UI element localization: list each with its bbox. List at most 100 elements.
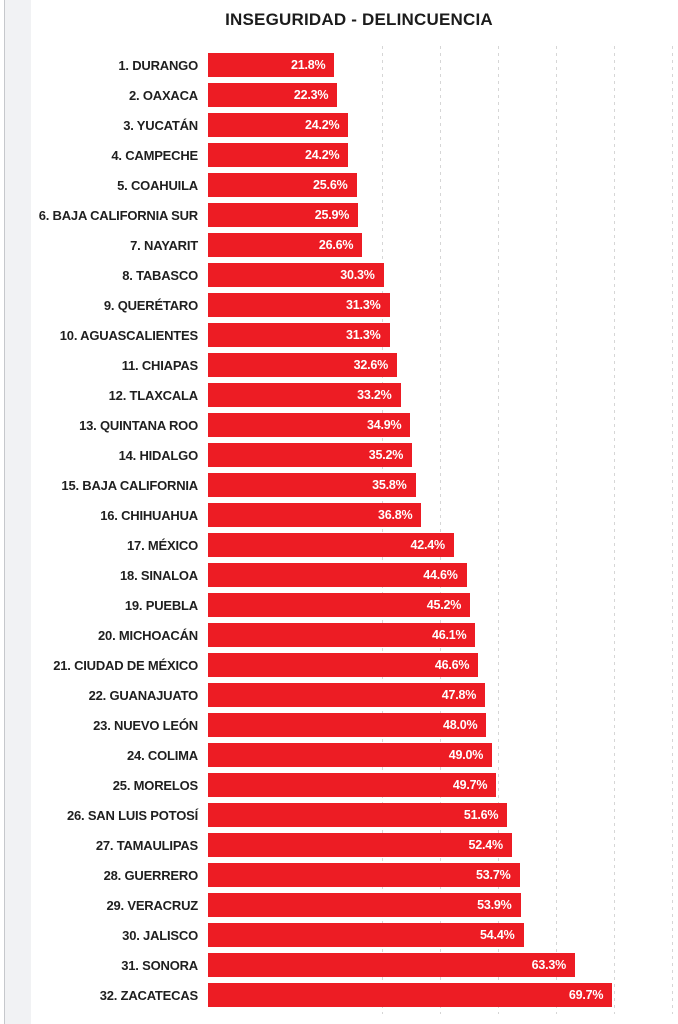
bar-area: 69.7% <box>208 980 678 1010</box>
state-label: 5. COAHUILA <box>117 177 198 193</box>
bar-row: 6. BAJA CALIFORNIA SUR 25.9% <box>30 200 678 230</box>
value-label: 46.1% <box>431 628 467 642</box>
bar-area: 46.6% <box>208 650 678 680</box>
bar: 22.3% <box>208 83 338 107</box>
bar-row: 7. NAYARIT 26.6% <box>30 230 678 260</box>
state-label: 22. GUANAJUATO <box>88 687 199 703</box>
bar-row: 31. SONORA 63.3% <box>30 950 678 980</box>
bar-row: 24. COLIMA 49.0% <box>30 740 678 770</box>
bar: 35.2% <box>208 443 413 467</box>
bar-area: 51.6% <box>208 800 678 830</box>
gridline <box>556 46 557 1014</box>
state-label: 12. TLAXCALA <box>108 387 199 403</box>
value-label: 25.6% <box>313 178 348 192</box>
state-label: 7. NAYARIT <box>130 237 198 253</box>
value-label: 34.9% <box>366 418 402 432</box>
bar-row: 23. NUEVO LEÓN 48.0% <box>30 710 678 740</box>
bar: 53.9% <box>208 893 521 917</box>
bar-row: 25. MORELOS 49.7% <box>30 770 678 800</box>
bar-area: 49.7% <box>208 770 678 800</box>
state-label: 9. QUERÉTARO <box>103 297 198 313</box>
value-label: 35.2% <box>368 448 404 462</box>
bar: 44.6% <box>208 563 467 587</box>
value-label: 22.3% <box>293 88 329 102</box>
bar-area: 63.3% <box>208 950 678 980</box>
value-label: 21.8% <box>290 58 326 72</box>
bar: 26.6% <box>208 233 363 257</box>
state-label: 3. YUCATÁN <box>123 117 198 133</box>
bar: 24.2% <box>208 113 349 137</box>
state-label: 20. MICHOACÁN <box>98 627 198 643</box>
bar-area: 52.4% <box>208 830 678 860</box>
bar-row: 20. MICHOACÁN 46.1% <box>30 620 678 650</box>
bar-area: 49.0% <box>208 740 678 770</box>
state-label: 30. JALISCO <box>122 927 198 943</box>
bar: 46.6% <box>208 653 479 677</box>
value-label: 47.8% <box>441 688 477 702</box>
bar: 49.7% <box>208 773 497 797</box>
bar-row: 17. MÉXICO 42.4% <box>30 530 678 560</box>
value-label: 49.7% <box>452 778 488 792</box>
value-label: 31.3% <box>346 298 381 312</box>
bar: 69.7% <box>208 983 613 1007</box>
bar-row: 16. CHIHUAHUA 36.8% <box>30 500 678 530</box>
bar-row: 30. JALISCO 54.4% <box>30 920 678 950</box>
value-label: 52.4% <box>468 838 503 852</box>
state-label: 27. TAMAULIPAS <box>95 837 198 853</box>
state-label: 29. VERACRUZ <box>106 897 198 913</box>
bar-area: 35.2% <box>208 440 678 470</box>
bar: 31.3% <box>208 293 390 317</box>
bar-row: 3. YUCATÁN 24.2% <box>30 110 678 140</box>
value-label: 32.6% <box>353 358 389 372</box>
bar-area: 46.1% <box>208 620 678 650</box>
value-label: 53.9% <box>477 898 512 912</box>
bar-row: 12. TLAXCALA 33.2% <box>30 380 678 410</box>
state-label: 28. GUERRERO <box>103 867 199 883</box>
bar-row: 15. BAJA CALIFORNIA 35.8% <box>30 470 678 500</box>
state-label: 24. COLIMA <box>127 747 198 763</box>
state-label: 17. MÉXICO <box>127 537 198 553</box>
bar-area: 22.3% <box>208 80 678 110</box>
bar-area: 53.7% <box>208 860 678 890</box>
bar-row: 10. AGUASCALIENTES 31.3% <box>30 320 678 350</box>
state-label: 4. CAMPECHE <box>111 147 198 163</box>
state-label: 26. SAN LUIS POTOSÍ <box>66 807 198 823</box>
state-label: 16. CHIHUAHUA <box>100 507 198 523</box>
gridline <box>672 46 673 1014</box>
bar: 48.0% <box>208 713 487 737</box>
value-label: 69.7% <box>568 988 604 1002</box>
bar-area: 25.6% <box>208 170 678 200</box>
bar-area: 26.6% <box>208 230 678 260</box>
bar: 47.8% <box>208 683 486 707</box>
value-label: 49.0% <box>448 748 484 762</box>
bar-row: 21. CIUDAD DE MÉXICO 46.6% <box>30 650 678 680</box>
value-label: 36.8% <box>377 508 413 522</box>
bar-area: 31.3% <box>208 290 678 320</box>
bar-area: 42.4% <box>208 530 678 560</box>
bar-area: 32.6% <box>208 350 678 380</box>
bar-row: 1. DURANGO 21.8% <box>30 50 678 80</box>
state-label: 2. OAXACA <box>129 87 198 103</box>
value-label: 63.3% <box>531 958 567 972</box>
bar-row: 9. QUERÉTARO 31.3% <box>30 290 678 320</box>
state-label: 18. SINALOA <box>120 567 198 583</box>
state-label: 15. BAJA CALIFORNIA <box>61 477 198 493</box>
state-label: 14. HIDALGO <box>118 447 199 463</box>
bar-area: 34.9% <box>208 410 678 440</box>
bar-row: 19. PUEBLA 45.2% <box>30 590 678 620</box>
bar: 46.1% <box>208 623 476 647</box>
state-label: 19. PUEBLA <box>124 597 198 613</box>
state-label: 10. AGUASCALIENTES <box>59 327 198 343</box>
bar-area: 54.4% <box>208 920 678 950</box>
bar: 54.4% <box>208 923 524 947</box>
value-label: 26.6% <box>318 238 354 252</box>
bar-area: 36.8% <box>208 500 678 530</box>
bar-row: 13. QUINTANA ROO 34.9% <box>30 410 678 440</box>
bar: 31.3% <box>208 323 390 347</box>
bar-row: 29. VERACRUZ 53.9% <box>30 890 678 920</box>
bar-row: 8. TABASCO 30.3% <box>30 260 678 290</box>
bar-area: 45.2% <box>208 590 678 620</box>
bar: 53.7% <box>208 863 520 887</box>
